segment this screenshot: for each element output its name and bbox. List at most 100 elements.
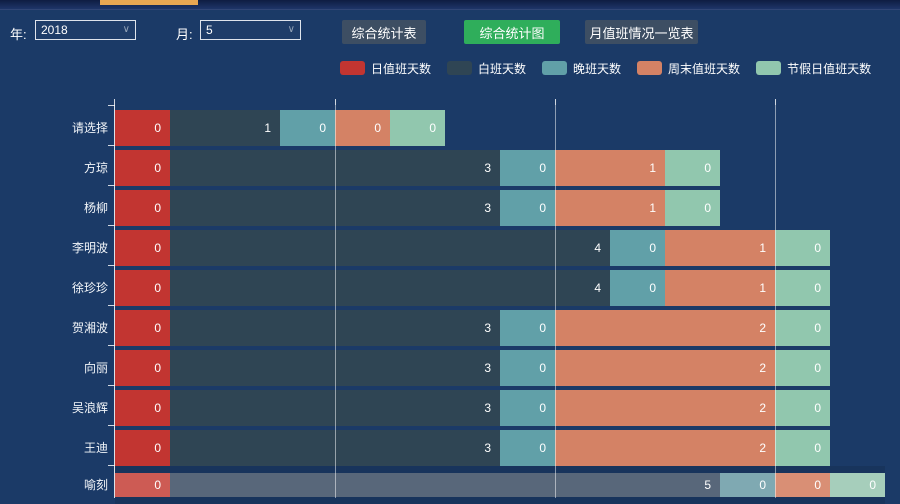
bar-value-label: 3 <box>484 201 491 215</box>
y-axis-tick <box>108 185 115 186</box>
bar-segment[interactable]: 0 <box>115 190 170 226</box>
bar-value-label: 0 <box>539 401 546 415</box>
bar-segment[interactable]: 0 <box>775 350 830 386</box>
category-label: 喻刻 <box>0 478 108 492</box>
bar-segment[interactable]: 0 <box>115 350 170 386</box>
bar-value-label: 0 <box>154 241 161 255</box>
bar-value-label: 4 <box>594 241 601 255</box>
bar-segment[interactable]: 1 <box>665 270 775 306</box>
bar-segment[interactable]: 2 <box>555 390 775 426</box>
bar-segment[interactable]: 2 <box>555 310 775 346</box>
bar-segment[interactable]: 2 <box>555 430 775 466</box>
bar-segment[interactable]: 0 <box>115 110 170 146</box>
bar-value-label: 2 <box>759 361 766 375</box>
bar-segment[interactable]: 0 <box>665 190 720 226</box>
bar-value-label: 0 <box>154 161 161 175</box>
bar-value-label: 1 <box>649 161 656 175</box>
bar-segment[interactable]: 0 <box>500 150 555 186</box>
x-axis-tick <box>555 99 556 105</box>
bar-segment[interactable]: 4 <box>170 230 610 266</box>
bar-segment[interactable]: 2 <box>555 350 775 386</box>
bar-segment[interactable]: 0 <box>500 310 555 346</box>
bar-row: 03020 <box>115 310 830 346</box>
category-label: 徐珍珍 <box>0 281 108 295</box>
bar-value-label: 0 <box>539 321 546 335</box>
bar-row: 04010 <box>115 230 830 266</box>
bar-segment[interactable]: 5 <box>170 473 720 497</box>
bar-segment[interactable]: 0 <box>775 390 830 426</box>
bar-segment[interactable]: 0 <box>335 110 390 146</box>
y-axis-line <box>114 105 115 498</box>
bar-value-label: 0 <box>814 401 821 415</box>
bar-segment[interactable]: 1 <box>555 150 665 186</box>
y-axis-tick <box>108 465 115 466</box>
bar-segment[interactable]: 0 <box>500 350 555 386</box>
bar-value-label: 0 <box>539 201 546 215</box>
y-axis-tick <box>108 385 115 386</box>
bar-value-label: 0 <box>814 361 821 375</box>
bar-value-label: 5 <box>704 478 711 492</box>
bar-value-label: 1 <box>759 281 766 295</box>
bar-segment[interactable]: 0 <box>500 430 555 466</box>
bar-value-label: 4 <box>594 281 601 295</box>
bar-segment[interactable]: 0 <box>390 110 445 146</box>
category-label: 贺湘波 <box>0 321 108 335</box>
bar-segment[interactable]: 0 <box>115 150 170 186</box>
bar-segment[interactable]: 1 <box>555 190 665 226</box>
bar-segment[interactable]: 0 <box>610 270 665 306</box>
bar-value-label: 0 <box>704 201 711 215</box>
bar-segment[interactable]: 4 <box>170 270 610 306</box>
bar-segment[interactable]: 0 <box>115 473 170 497</box>
y-axis-tick <box>108 305 115 306</box>
bar-segment[interactable]: 0 <box>610 230 665 266</box>
bar-row: 03010 <box>115 150 720 186</box>
bar-value-label: 2 <box>759 401 766 415</box>
bar-value-label: 0 <box>539 161 546 175</box>
y-axis-tick <box>108 145 115 146</box>
bar-segment[interactable]: 0 <box>500 390 555 426</box>
bar-value-label: 0 <box>759 478 766 492</box>
bar-value-label: 0 <box>704 161 711 175</box>
bar-segment[interactable]: 0 <box>775 430 830 466</box>
bar-segment[interactable]: 1 <box>170 110 280 146</box>
y-axis-tick <box>108 265 115 266</box>
bar-value-label: 0 <box>154 478 161 492</box>
category-label: 王迪 <box>0 441 108 455</box>
category-label: 方琼 <box>0 161 108 175</box>
bar-value-label: 0 <box>429 121 436 135</box>
bar-segment[interactable]: 0 <box>115 390 170 426</box>
bar-value-label: 0 <box>814 321 821 335</box>
bar-segment[interactable]: 0 <box>720 473 775 497</box>
bar-value-label: 0 <box>154 281 161 295</box>
bar-value-label: 3 <box>484 441 491 455</box>
bar-segment[interactable]: 0 <box>775 270 830 306</box>
bar-segment[interactable]: 0 <box>775 230 830 266</box>
y-axis-tick <box>108 105 115 106</box>
category-label: 杨柳 <box>0 201 108 215</box>
bar-value-label: 0 <box>814 281 821 295</box>
bar-row: 0 4 0 1 0 <box>115 270 830 306</box>
x-gridline <box>555 105 556 498</box>
bar-segment[interactable]: 0 <box>830 473 885 497</box>
bar-segment[interactable]: 1 <box>665 230 775 266</box>
x-axis-tick <box>775 99 776 105</box>
bar-value-label: 0 <box>814 441 821 455</box>
bar-value-label: 0 <box>649 241 656 255</box>
bar-value-label: 3 <box>484 321 491 335</box>
bar-value-label: 0 <box>814 241 821 255</box>
bar-segment[interactable]: 0 <box>665 150 720 186</box>
bar-value-label: 0 <box>154 441 161 455</box>
category-label: 向丽 <box>0 361 108 375</box>
bar-segment[interactable]: 0 <box>500 190 555 226</box>
x-gridline <box>775 105 776 498</box>
bar-value-label: 3 <box>484 401 491 415</box>
bar-segment[interactable]: 0 <box>115 230 170 266</box>
bar-segment[interactable]: 0 <box>115 310 170 346</box>
bar-segment[interactable]: 0 <box>115 430 170 466</box>
bar-segment[interactable]: 0 <box>280 110 335 146</box>
bar-value-label: 0 <box>649 281 656 295</box>
bar-segment[interactable]: 0 <box>115 270 170 306</box>
bar-segment[interactable]: 0 <box>775 310 830 346</box>
bar-value-label: 0 <box>154 401 161 415</box>
bar-segment[interactable]: 0 <box>775 473 830 497</box>
